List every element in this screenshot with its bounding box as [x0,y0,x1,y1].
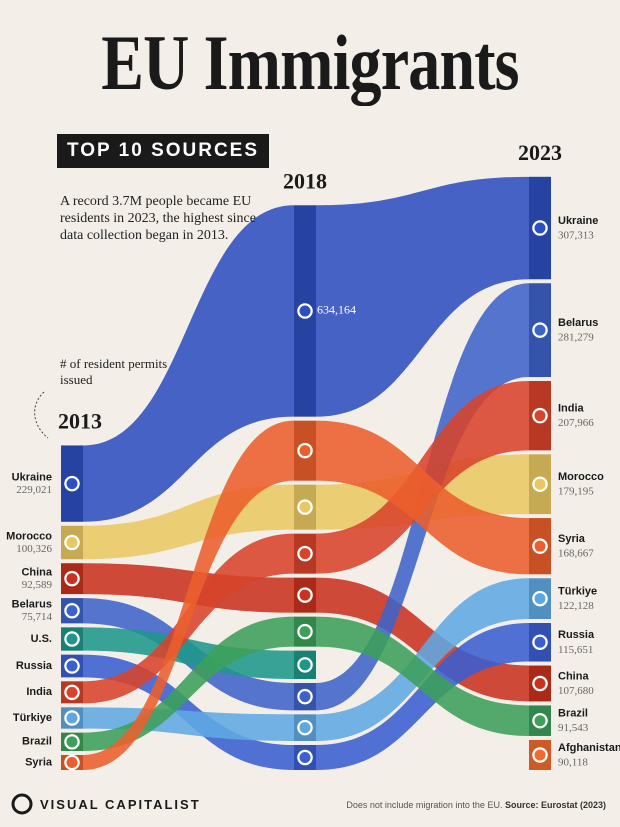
flag-icon-inner [534,410,546,422]
ribbon [83,707,294,741]
flag-icon-inner [534,677,546,689]
flag-icon-inner [534,749,546,761]
brand: VISUAL CAPITALIST [40,797,201,812]
series-label: Afghanistan [558,742,620,754]
x-tick-label: 2013 [58,408,102,433]
series-label: India [558,403,585,415]
flag-icon-inner [66,605,78,617]
series-label: Türkiye [13,712,52,724]
flag-icon-inner [299,548,311,560]
series-label: Syria [558,533,586,545]
series-label: Türkiye [558,586,597,598]
series-label: Morocco [558,471,604,483]
flag-icon-inner [66,757,78,768]
series-label: China [558,670,589,682]
value-label: 307,313 [558,230,594,242]
ribbon [83,205,294,522]
series-label: Ukraine [558,215,598,227]
flag-icon-inner [534,593,546,605]
series-label: Russia [16,660,53,672]
ribbon [83,420,294,770]
flag-icon-inner [66,537,78,549]
ribbon [316,176,529,417]
flag-icon-inner [66,478,78,490]
ribbon [316,578,529,741]
flag-icon-inner [66,736,78,748]
value-label: 229,021 [16,484,52,496]
flag-icon-inner [534,478,546,490]
labels: Ukraine229,021634,164Ukraine307,313Moroc… [6,140,620,815]
axis-note: # of resident permits issued [60,356,168,387]
arrow [34,391,49,439]
series-label: Ukraine [12,472,52,484]
flag-icon-inner [534,324,546,336]
chart-subtitle: TOP 10 SOURCES [57,134,270,168]
value-label: 92,589 [22,579,53,591]
flag-icon-inner [534,540,546,552]
x-tick-label: 2018 [283,168,327,193]
value-label: 207,966 [558,417,594,429]
flag-icon-inner [299,501,311,513]
value-label: 91,543 [558,722,589,734]
value-label: 90,118 [558,757,588,769]
flag-icon-inner [299,752,311,763]
flag-icon-inner [534,222,546,234]
brand-logo [11,793,33,815]
x-tick-label: 2023 [518,140,562,165]
flag-icon-inner [66,573,78,585]
flag-icon-inner [299,659,311,671]
flag-icon-inner [299,445,311,457]
value-label: 122,128 [558,600,594,612]
value-label: 179,195 [558,486,594,498]
source: Source: Eurostat (2023) [504,800,606,810]
bars [61,176,551,771]
series-label: Syria [25,756,53,768]
flag-icon-inner [534,636,546,648]
value-label: 281,279 [558,332,594,344]
series-label: Brazil [22,736,52,748]
series-label: China [21,567,52,579]
value-label: 100,326 [16,543,52,555]
ribbon [316,420,529,575]
footnote: Does not include migration into the EU. … [346,800,606,810]
series-label: U.S. [31,633,52,645]
series-label: India [26,686,53,698]
flag-icon-inner [66,712,78,724]
ribbon [316,623,529,770]
ribbon [83,616,294,751]
value-label: 634,164 [317,303,356,317]
value-label: 168,667 [558,548,594,560]
annotation: A record 3.7M people became EU residents… [60,194,256,243]
flag-icon-inner [66,633,78,645]
value-label: 107,680 [558,685,594,697]
series-label: Russia [558,629,595,641]
value-label: 115,651 [558,644,593,656]
flag-icon-inner [66,660,78,672]
series-label: Belarus [558,317,598,329]
ribbon [83,627,294,679]
flag-icon-inner [299,589,311,601]
series-label: Belarus [12,599,52,611]
ribbon [316,616,529,736]
flag-icon-inner [299,626,311,638]
footnote-text: Does not include migration into the EU. [346,800,503,810]
series-label: Brazil [558,708,588,720]
ribbons [83,176,529,770]
flag-icon-inner [299,305,311,317]
value-label: 75,714 [22,611,53,623]
flag-icon-inner [66,686,78,698]
series-label: Morocco [6,530,52,542]
flag-icon-inner [299,722,311,734]
flag-icon-inner [299,691,311,703]
chart-title: EU Immigrants [101,19,519,106]
flag-icon-inner [534,715,546,727]
